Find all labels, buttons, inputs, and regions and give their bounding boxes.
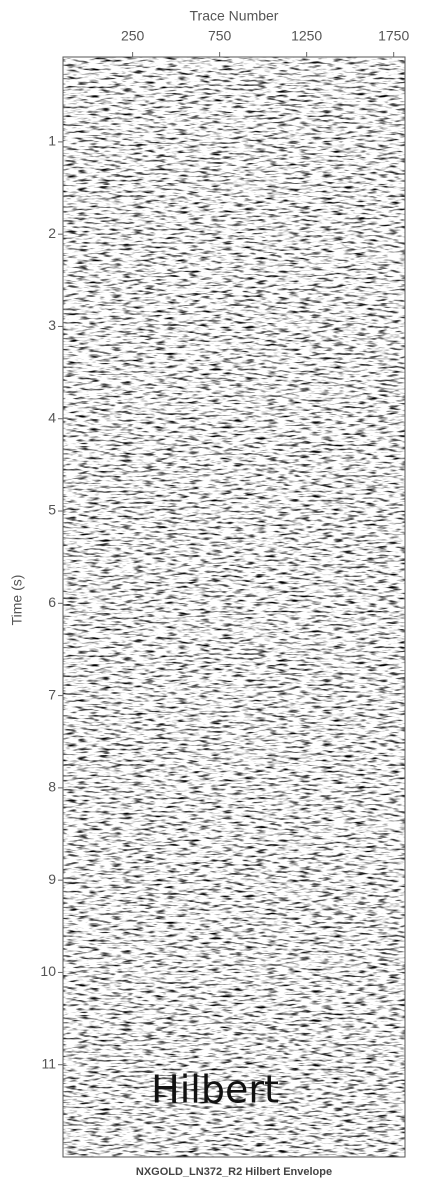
y-tick-label: 5	[48, 502, 56, 518]
x-tick-label: 1250	[291, 28, 322, 44]
y-tick-label: 1	[48, 133, 56, 149]
plot-frame	[62, 56, 406, 1158]
y-tick-label: 9	[48, 871, 56, 887]
y-tick-label: 10	[40, 963, 56, 979]
seismic-texture	[63, 57, 405, 1157]
x-tick-label: 250	[121, 28, 145, 44]
y-tick-label: 8	[48, 779, 56, 795]
y-tick-label: 2	[48, 225, 56, 241]
y-tick-label: 6	[48, 594, 56, 610]
y-tick-label: 7	[48, 686, 56, 702]
y-tick-label: 11	[41, 1055, 56, 1071]
x-tick-label: 1750	[378, 28, 409, 44]
y-axis-label: Time (s)	[9, 575, 25, 626]
annotation: Hilbert	[151, 1068, 279, 1112]
y-tick-label: 4	[48, 409, 56, 425]
y-tick-label: 3	[48, 317, 56, 333]
x-axis-label: Trace Number	[190, 8, 279, 24]
chart-title: NXGOLD_LN372_R2 Hilbert Envelope	[136, 1166, 332, 1178]
x-tick-label: 750	[208, 28, 232, 44]
